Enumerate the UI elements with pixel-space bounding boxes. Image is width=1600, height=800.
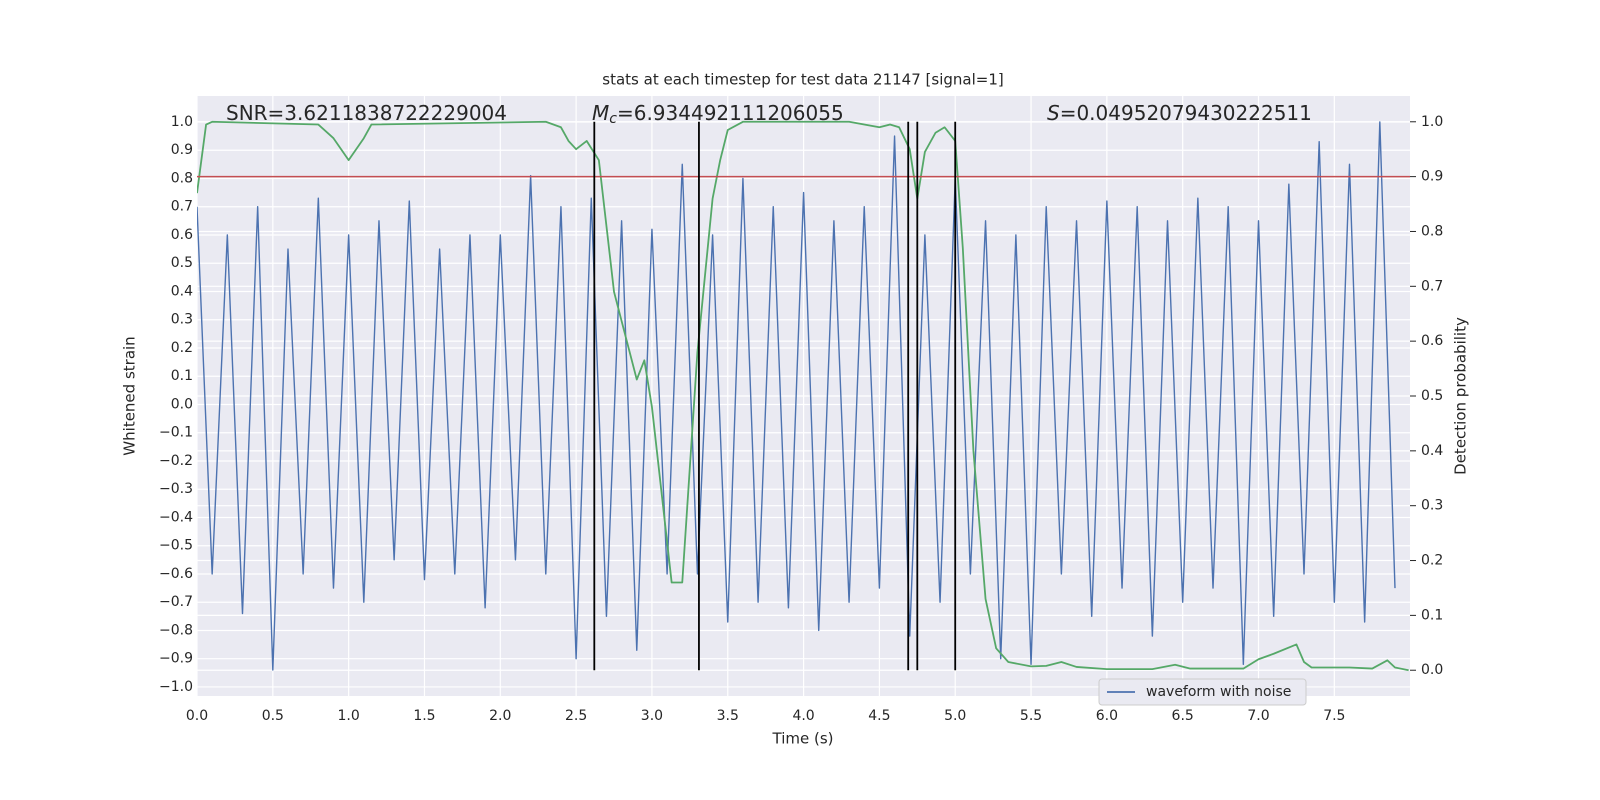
x-tick-label: 0.5 (262, 708, 284, 724)
y2-tick-label: 0.6 (1421, 333, 1443, 349)
y2-tick-label: 0.9 (1421, 169, 1443, 185)
annotation-text: =6.934492111206055 (617, 101, 844, 125)
x-tick-label: 6.0 (1096, 708, 1118, 724)
x-tick-label: 4.5 (868, 708, 890, 724)
annotation-subscript: c (609, 111, 617, 127)
x-tick-label: 3.5 (717, 708, 739, 724)
x-tick-label: 1.0 (338, 708, 360, 724)
y-tick-label: −0.5 (159, 538, 193, 554)
y-axis-label: Whitened strain (121, 336, 139, 455)
y2-tick-label: 0.1 (1421, 607, 1443, 623)
y2-tick-label: 0.3 (1421, 498, 1443, 514)
y-tick-label: −1.0 (159, 679, 193, 695)
y2-axis-label: Detection probability (1452, 317, 1470, 475)
chart-title: stats at each timestep for test data 211… (602, 71, 1003, 89)
x-tick-label: 7.0 (1247, 708, 1269, 724)
legend-box (1098, 678, 1307, 706)
annotation-symbol: M (592, 101, 609, 125)
y-tick-label: 0.0 (171, 396, 193, 412)
annotation: S=0.04952079430222511 (1047, 101, 1312, 125)
y-tick-label: −0.2 (159, 453, 193, 469)
y-tick-label: 0.9 (171, 142, 193, 158)
x-tick-label: 0.0 (186, 708, 208, 724)
x-tick-label: 4.0 (792, 708, 814, 724)
y-tick-label: 0.2 (171, 340, 193, 356)
y2-tick-label: 0.2 (1421, 553, 1443, 569)
x-tick-label: 2.0 (489, 708, 511, 724)
y-tick-label: −0.8 (159, 622, 193, 638)
x-tick-label: 5.0 (944, 708, 966, 724)
y2-tick-label: 0.4 (1421, 443, 1443, 459)
y2-tick-label: 1.0 (1421, 114, 1443, 130)
annotation: Mc=6.934492111206055 (592, 101, 844, 128)
y-tick-label: 0.3 (171, 312, 193, 328)
y-tick-label: 1.0 (171, 114, 193, 130)
x-axis-label: Time (s) (772, 730, 834, 748)
y-tick-label: 0.8 (171, 170, 193, 186)
x-tick-label: 5.5 (1020, 708, 1042, 724)
probability-line (197, 120, 1409, 672)
y-tick-label: 0.5 (171, 255, 193, 271)
annotation: SNR=3.6211838722229004 (226, 101, 507, 125)
x-tick-label: 7.5 (1323, 708, 1345, 724)
waveform-line (197, 121, 1396, 671)
annotation-text: =0.04952079430222511 (1060, 101, 1312, 125)
y2-tick-label: 0.5 (1421, 388, 1443, 404)
annotation-symbol: S (1047, 101, 1060, 125)
x-tick-label: 2.5 (565, 708, 587, 724)
x-tick-label: 3.0 (641, 708, 663, 724)
annotation-text: SNR=3.6211838722229004 (226, 101, 507, 125)
y2-tick-label: 0.8 (1421, 223, 1443, 239)
y-tick-label: 0.4 (171, 283, 193, 299)
y-tick-label: −0.7 (159, 594, 193, 610)
y-tick-label: −0.6 (159, 566, 193, 582)
y-tick-label: 0.6 (171, 227, 193, 243)
y-tick-label: −0.1 (159, 425, 193, 441)
y-tick-label: 0.7 (171, 199, 193, 215)
x-tick-label: 6.5 (1172, 708, 1194, 724)
x-tick-label: 1.5 (413, 708, 435, 724)
y-tick-label: −0.3 (159, 481, 193, 497)
y-tick-label: −0.9 (159, 651, 193, 667)
y-tick-label: −0.4 (159, 509, 193, 525)
y2-tick-label: 0.0 (1421, 662, 1443, 678)
y2-tick-label: 0.7 (1421, 278, 1443, 294)
y-tick-label: 0.1 (171, 368, 193, 384)
legend-label: waveform with noise (1146, 684, 1291, 700)
